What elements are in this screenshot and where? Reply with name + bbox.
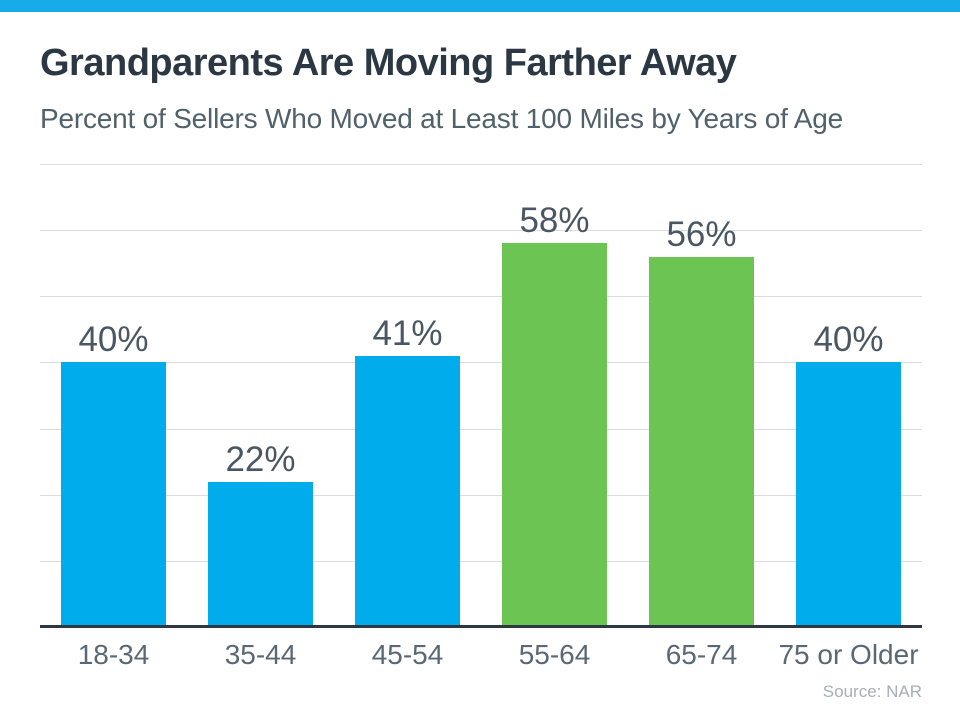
source-note: Source: NAR [822, 682, 922, 701]
bar: 41% [355, 316, 460, 627]
x-tick-label: 45-54 [371, 639, 444, 670]
gridline [40, 428, 922, 430]
bar: 56% [649, 217, 754, 627]
bar-column: 41% [334, 164, 481, 627]
bar-column: 56% [628, 164, 775, 627]
gridline [40, 560, 922, 562]
chart-subtitle: Percent of Sellers Who Moved at Least 10… [40, 103, 843, 134]
value-label: 41% [372, 313, 443, 353]
bar-column: 40% [775, 164, 922, 627]
x-tick-label: 35-44 [224, 639, 297, 670]
bar: 40% [61, 322, 166, 627]
x-tick-label: 18-34 [77, 639, 150, 670]
gridline [40, 362, 922, 364]
x-tick-label: 55-64 [518, 639, 591, 670]
bar: 40% [796, 322, 901, 627]
bars-container: 40% 22% 41% 58% 56% 40% [40, 164, 922, 627]
x-tick-label: 65-74 [665, 639, 738, 670]
chart-title: Grandparents Are Moving Farther Away [40, 42, 737, 84]
x-axis-labels: 18-34 35-44 45-54 55-64 65-74 75 or Older [40, 638, 922, 672]
value-label: 58% [519, 201, 590, 241]
x-axis-line [40, 625, 922, 628]
gridline [40, 164, 922, 165]
gridline [40, 494, 922, 496]
gridline [40, 296, 922, 298]
bar: 58% [502, 203, 607, 627]
value-label: 56% [666, 214, 737, 254]
plot-area: 40% 22% 41% 58% 56% 40% [40, 164, 922, 627]
bar-column: 40% [40, 164, 187, 627]
bar: 22% [208, 442, 313, 627]
value-label: 22% [225, 439, 296, 479]
top-accent-bar [0, 0, 960, 12]
bar-column: 58% [481, 164, 628, 627]
x-tick-label: 75 or Older [778, 639, 919, 670]
bar-column: 22% [187, 164, 334, 627]
value-label: 40% [78, 320, 149, 360]
gridline [40, 230, 922, 232]
value-label: 40% [813, 320, 884, 360]
